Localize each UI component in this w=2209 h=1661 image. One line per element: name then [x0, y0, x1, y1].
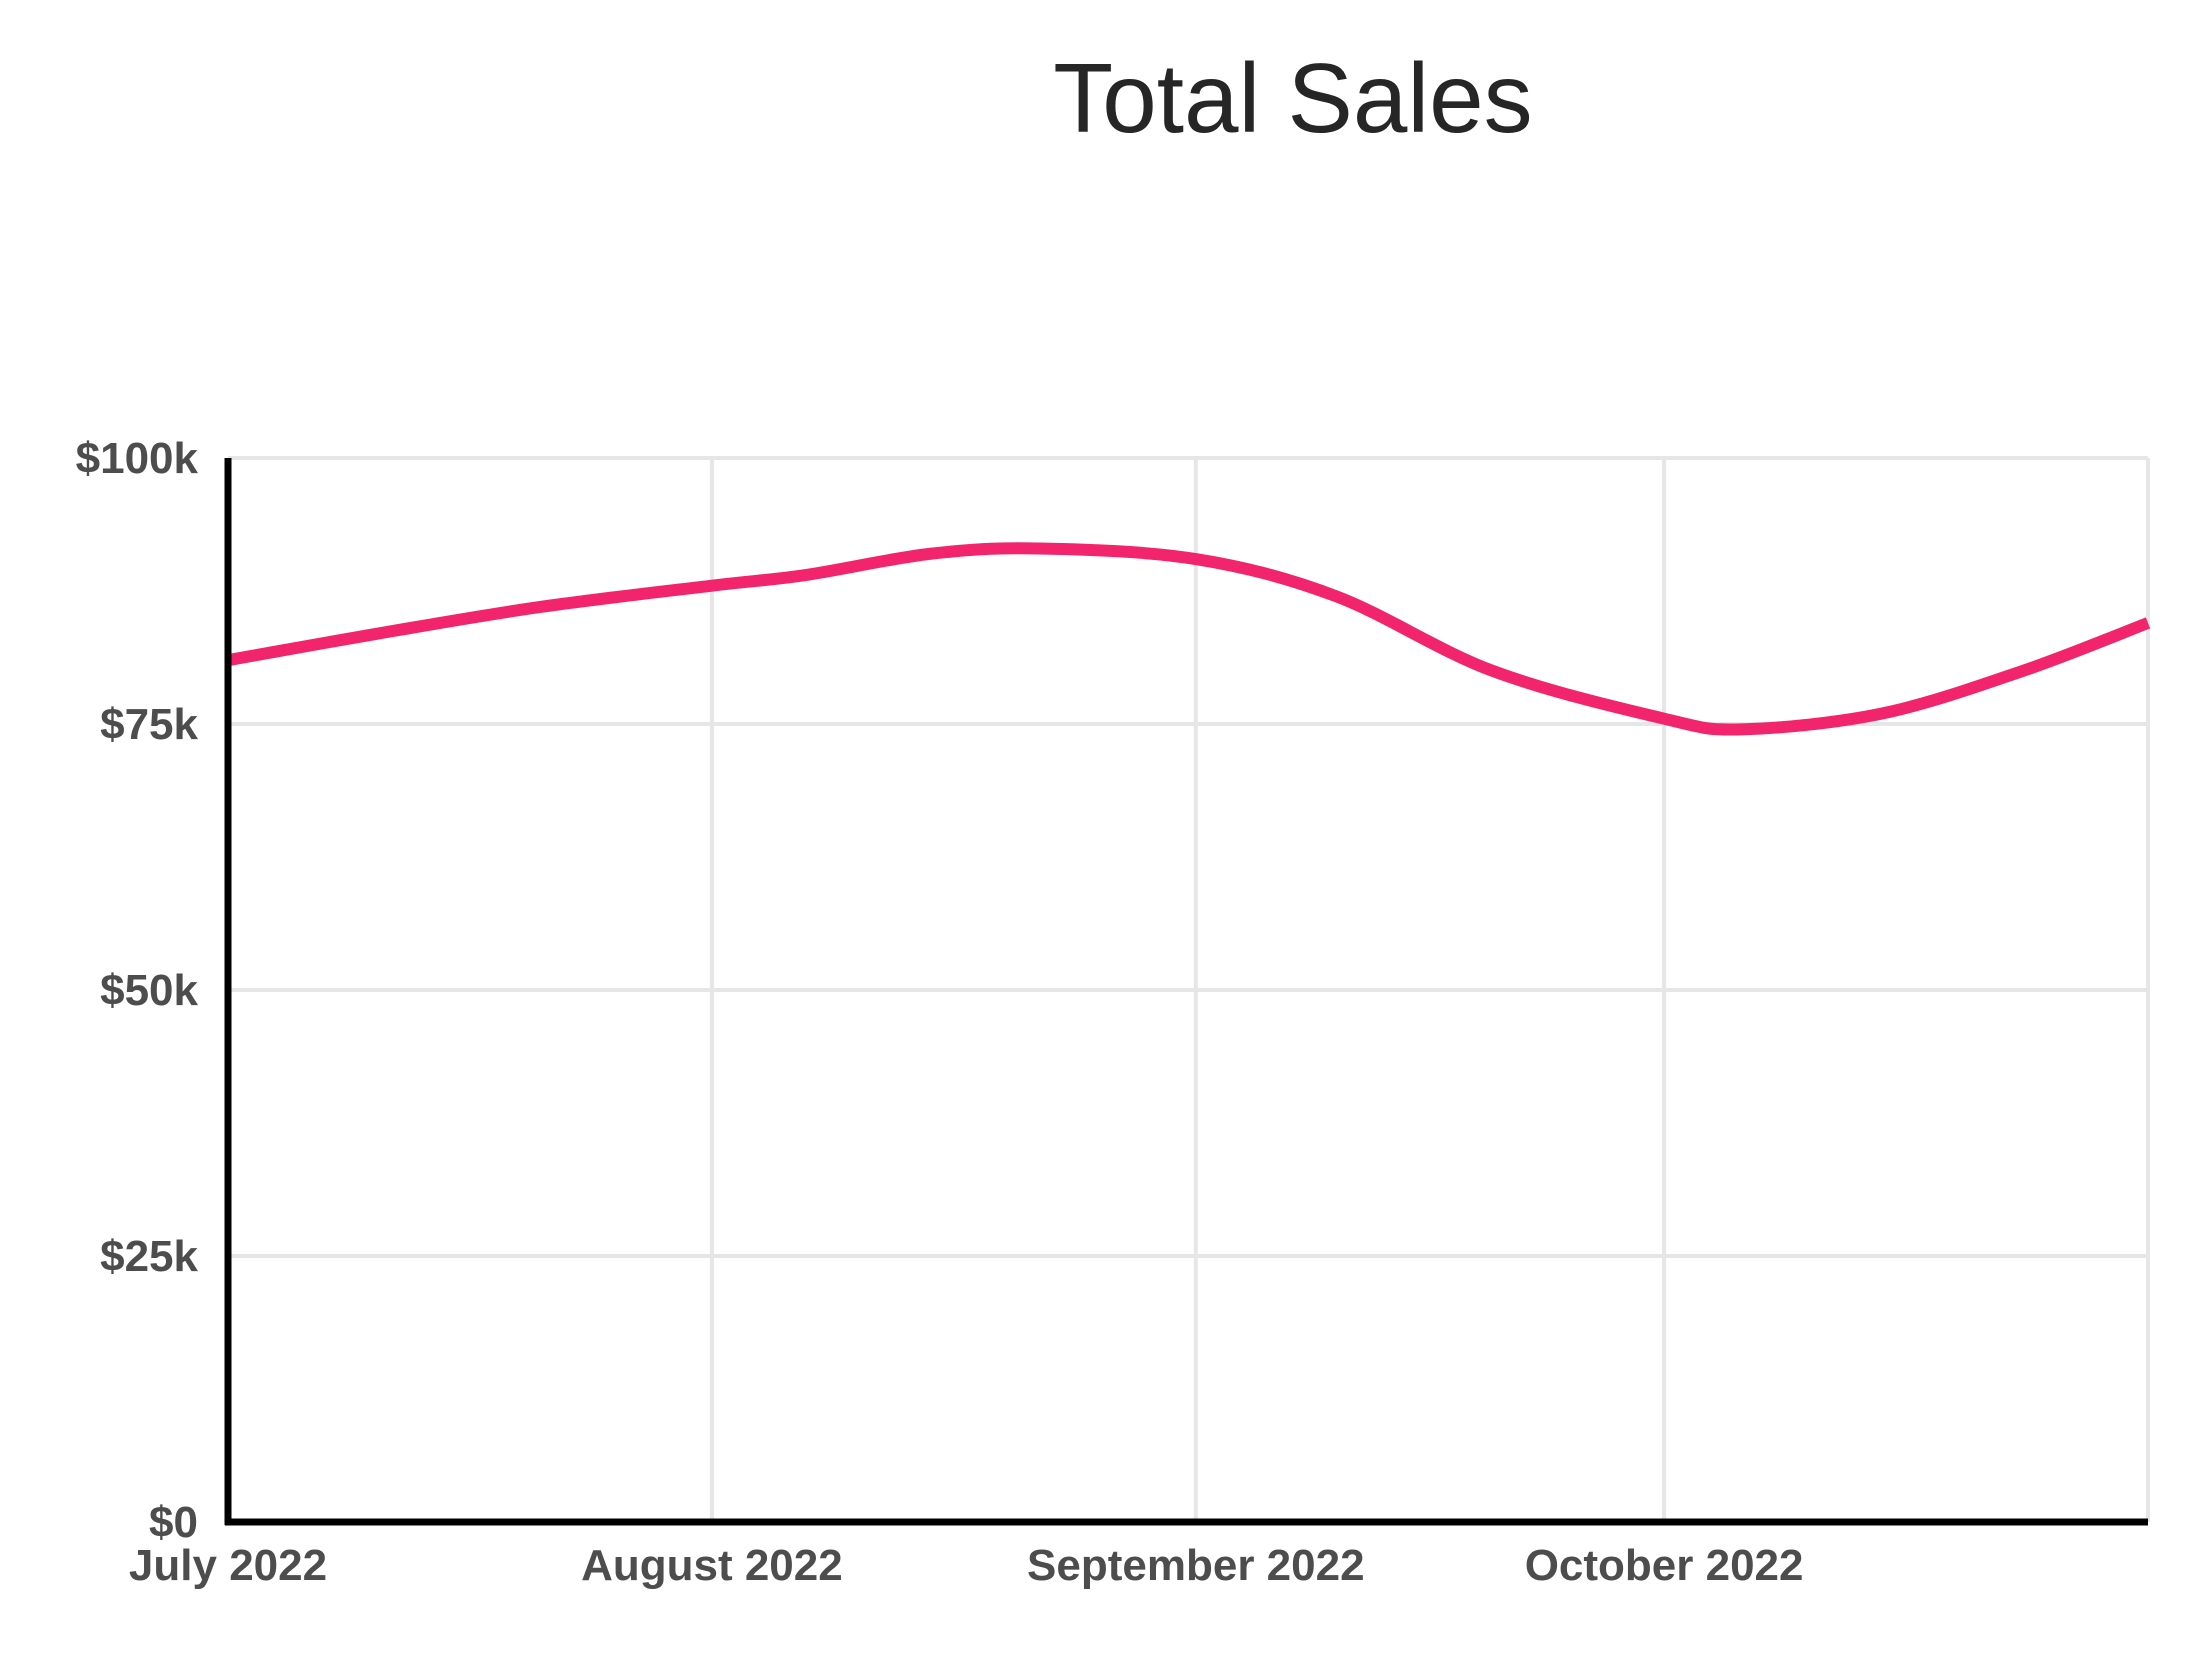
- series-lines: [226, 542, 2151, 736]
- y-tick-label: $25k: [100, 1232, 198, 1281]
- y-tick-label: $50k: [100, 966, 198, 1015]
- gridlines: [228, 456, 2150, 1522]
- x-tick-label: July 2022: [129, 1541, 327, 1590]
- y-tick-labels: $0 $25k $50k $75k $100k: [76, 434, 199, 1547]
- axes: [224, 458, 2148, 1526]
- x-tick-label: October 2022: [1525, 1541, 1804, 1590]
- y-tick-label: $100k: [76, 434, 199, 483]
- chart-title: Total Sales: [1053, 43, 1532, 153]
- x-tick-labels: July 2022 August 2022 September 2022 Octobe…: [129, 1541, 1804, 1590]
- x-tick-label: August 2022: [581, 1541, 843, 1590]
- y-tick-label: $75k: [100, 700, 198, 749]
- series-line: [226, 542, 2151, 736]
- x-tick-label: September 2022: [1027, 1541, 1365, 1590]
- y-tick-label: $0: [149, 1498, 198, 1547]
